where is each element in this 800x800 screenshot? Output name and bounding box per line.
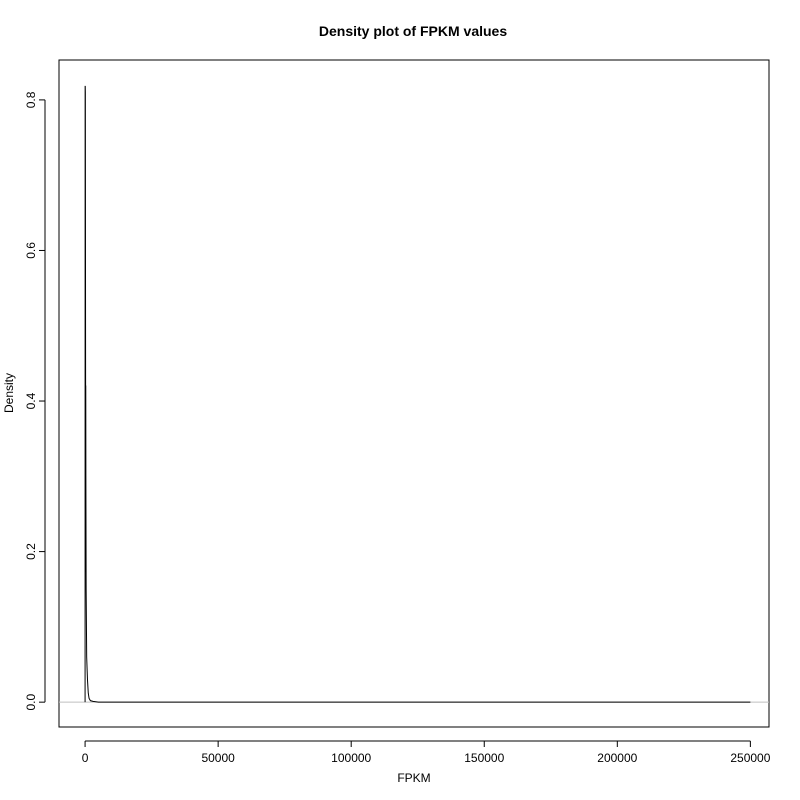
- x-axis-label: FPKM: [397, 771, 430, 785]
- x-tick-label: 50000: [201, 751, 235, 765]
- x-tick-label: 0: [82, 751, 89, 765]
- chart-title: Density plot of FPKM values: [319, 23, 507, 39]
- plot-area: [59, 85, 769, 703]
- y-tick-label: 0.4: [24, 392, 38, 409]
- x-tick-label: 200000: [597, 751, 637, 765]
- x-tick-label: 250000: [730, 751, 770, 765]
- density-line: [84, 85, 751, 703]
- y-tick-label: 0.0: [24, 693, 38, 710]
- x-tick-label: 150000: [464, 751, 504, 765]
- y-tick-label: 0.6: [24, 242, 38, 259]
- y-tick-label: 0.2: [24, 543, 38, 560]
- plot-frame: [58, 59, 770, 728]
- x-tick-label: 100000: [331, 751, 371, 765]
- y-axis: 0.0 0.2 0.4 0.6 0.8: [24, 91, 46, 711]
- x-axis: 0 50000 100000 150000 200000 250000: [82, 740, 771, 765]
- y-axis-label: Density: [2, 373, 16, 413]
- y-tick-label: 0.8: [24, 91, 38, 108]
